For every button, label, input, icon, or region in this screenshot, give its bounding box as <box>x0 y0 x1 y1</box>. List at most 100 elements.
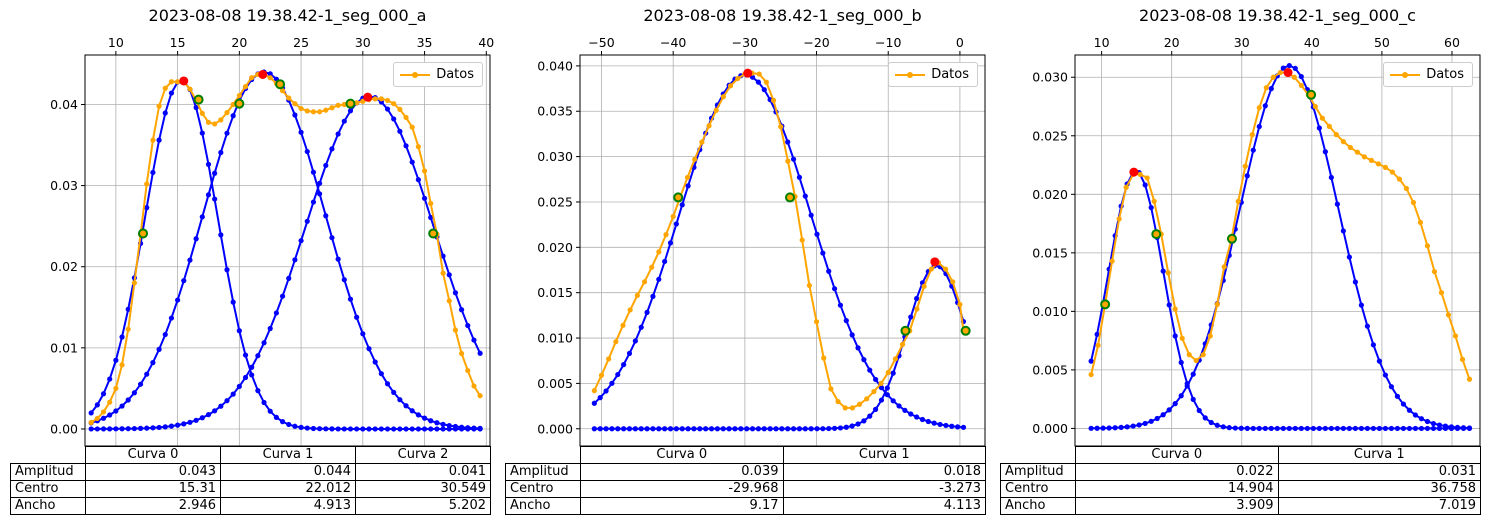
fit-curve-point <box>937 421 943 428</box>
fit-curve-point <box>826 268 832 274</box>
fit-curve-point <box>440 426 446 432</box>
fit-curve-point <box>1442 423 1449 429</box>
fit-curve-point <box>1418 425 1425 432</box>
data-series-line <box>1090 71 1471 380</box>
fit-curve-point <box>1394 393 1401 399</box>
data-point <box>613 339 619 345</box>
fit-curve-point <box>310 199 317 205</box>
fit-curve-point <box>662 258 668 265</box>
data-point <box>1291 74 1297 80</box>
fit-curve-point <box>820 426 826 432</box>
fit-curve-point <box>205 161 212 167</box>
fit-curve-point <box>1148 204 1154 211</box>
fit-curve-point <box>329 426 335 432</box>
fit-curve-point <box>1112 425 1118 431</box>
fit-curve-point <box>1268 425 1274 432</box>
fit-curve-point <box>720 426 726 432</box>
fit-curve-point <box>621 426 627 432</box>
legend-swatch <box>1390 69 1421 81</box>
y-tick-label: 0.025 <box>1032 128 1068 143</box>
data-point <box>1368 157 1374 163</box>
fit-curve-point <box>347 108 354 114</box>
fit-curve-point <box>298 424 304 431</box>
table-cell: 3.909 <box>1075 497 1279 515</box>
data-point <box>224 109 230 116</box>
data-point <box>649 264 655 270</box>
fit-curve-point <box>273 414 279 421</box>
data-point <box>1382 164 1389 170</box>
fit-curve-point <box>1166 407 1172 413</box>
x-tick-label: 50 <box>1374 35 1390 50</box>
data-point <box>598 372 605 378</box>
fit-curve-point <box>1220 424 1226 430</box>
fit-curve-point <box>100 426 107 432</box>
chart-title: 2023-08-08 19.38.42-1_seg_000_c <box>1139 6 1416 25</box>
fit-curve-point <box>298 238 304 244</box>
fit-curve-point <box>1358 425 1364 432</box>
fit-curve-point <box>94 402 100 408</box>
data-point <box>279 88 286 94</box>
fit-curve-point <box>310 169 317 175</box>
data-point <box>892 356 898 362</box>
table-cell: 30.549 <box>355 480 491 498</box>
fit-curve-line <box>1090 171 1470 430</box>
fit-curve-point <box>1328 174 1334 181</box>
data-point <box>150 137 156 143</box>
fit-curve-point <box>88 426 94 432</box>
fit-curve-point <box>1340 425 1346 432</box>
fit-curve-point <box>1148 418 1154 424</box>
fit-curve-point <box>119 403 125 409</box>
fit-curve-point <box>187 257 193 263</box>
fit-curve-point <box>415 177 421 183</box>
data-point <box>957 301 963 308</box>
fit-curve-point <box>317 180 323 186</box>
fit-curve-point <box>144 425 150 431</box>
fit-curve-point <box>673 221 679 227</box>
data-point <box>440 270 446 276</box>
fit-curve-point <box>255 353 261 359</box>
fit-curve-point <box>767 426 773 432</box>
data-point <box>806 282 812 289</box>
table-col-header: Curva 0 <box>85 446 221 464</box>
x-tick-label: 15 <box>170 35 186 50</box>
data-point <box>1256 105 1262 111</box>
data-point <box>1424 243 1431 249</box>
fit-curve-point <box>814 231 820 237</box>
y-tick-label: 0.03 <box>50 178 78 193</box>
fit-curve-point <box>236 383 242 390</box>
data-point <box>249 75 255 81</box>
table-cell: 2.946 <box>85 497 221 515</box>
table-cell: 0.044 <box>220 463 356 481</box>
fit-curve-point <box>292 423 298 429</box>
fit-curve-point <box>878 385 885 391</box>
fit-curve-point <box>465 322 471 329</box>
fit-curve-point <box>1232 425 1238 431</box>
data-point <box>1137 171 1143 178</box>
fit-curve-point <box>360 331 366 337</box>
y-tick-label: 0.025 <box>537 194 573 209</box>
fit-curve-point <box>1286 425 1292 432</box>
table-cell: 14.904 <box>1075 480 1279 498</box>
table-header-row: Curva 0 Curva 1 <box>505 446 986 464</box>
data-point <box>914 306 920 312</box>
fit-curve-point <box>465 425 471 431</box>
fit-curve-point <box>434 426 440 432</box>
fit-curve-point <box>873 376 879 383</box>
data-point <box>1095 342 1101 348</box>
stats-table: Curva 0 Curva 1 Amplitud 0.039 0.018 Cen… <box>505 446 986 515</box>
fit-curve-point <box>212 170 218 176</box>
fit-curve-point <box>1178 393 1184 399</box>
fit-curve-point <box>650 426 656 432</box>
table-row: Ancho 2.946 4.913 5.202 <box>10 497 491 515</box>
fit-curve-point <box>1352 279 1358 285</box>
data-point <box>1333 132 1339 138</box>
fit-curve-point <box>632 338 638 344</box>
fit-curve-point <box>955 424 961 430</box>
axes-frame <box>1074 54 1481 447</box>
fit-curve-point <box>347 426 354 432</box>
inflection-marker <box>1306 89 1317 100</box>
fit-curve-point <box>884 392 890 398</box>
fit-curve-point <box>162 331 168 338</box>
fit-curve-point <box>1160 268 1166 274</box>
fit-curve-point <box>1184 383 1190 389</box>
